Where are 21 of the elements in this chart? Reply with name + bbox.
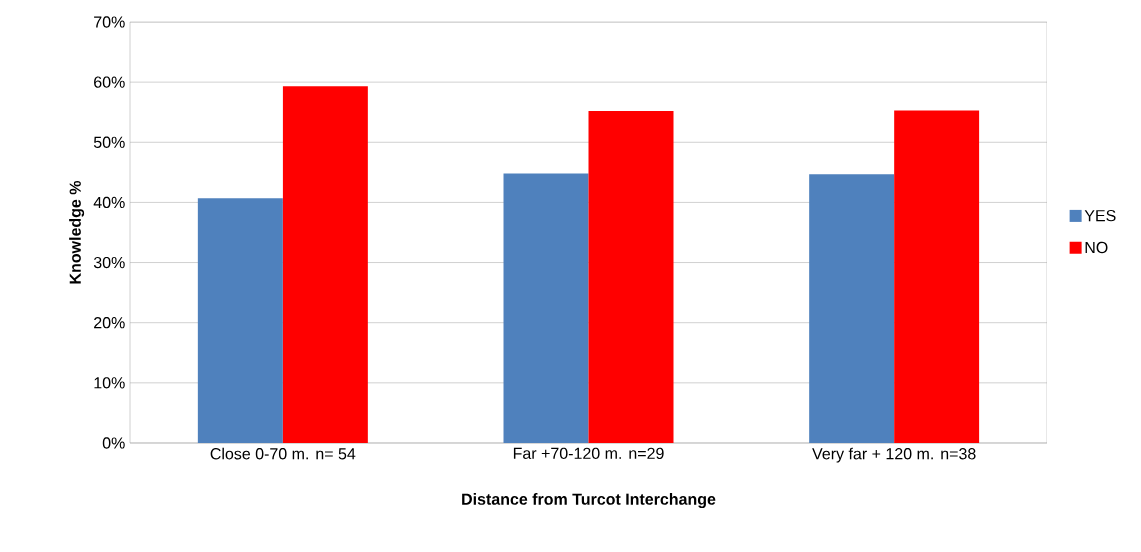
bar: [588, 111, 674, 443]
bar: [809, 174, 895, 443]
x-tick-label: Close 0-70 m. n= 54: [210, 447, 356, 460]
x-tick-label: Very far + 120 m. n=38: [812, 447, 976, 463]
y-tick-label: 60%: [94, 76, 125, 88]
y-tick-label: 0%: [102, 437, 125, 449]
bar: [894, 110, 980, 443]
y-tick-label: 10%: [94, 377, 125, 389]
bar: [282, 86, 368, 443]
x-tick-label: Far +70-120 m. n=29: [513, 447, 664, 460]
y-tick-label: 40%: [93, 196, 125, 209]
x-axis-title: Distance from Turcot Interchange: [462, 493, 716, 509]
y-tick-label: 20%: [94, 317, 125, 329]
y-tick-label: 30%: [93, 256, 125, 269]
y-tick-label: 50%: [93, 136, 125, 148]
y-axis-title: Knowledge %: [69, 180, 85, 284]
bar: [503, 173, 589, 443]
legend-label: NO: [1085, 241, 1108, 254]
bar: [197, 198, 283, 443]
legend-label: YES: [1084, 209, 1116, 222]
y-tick-label: 70%: [94, 16, 125, 28]
